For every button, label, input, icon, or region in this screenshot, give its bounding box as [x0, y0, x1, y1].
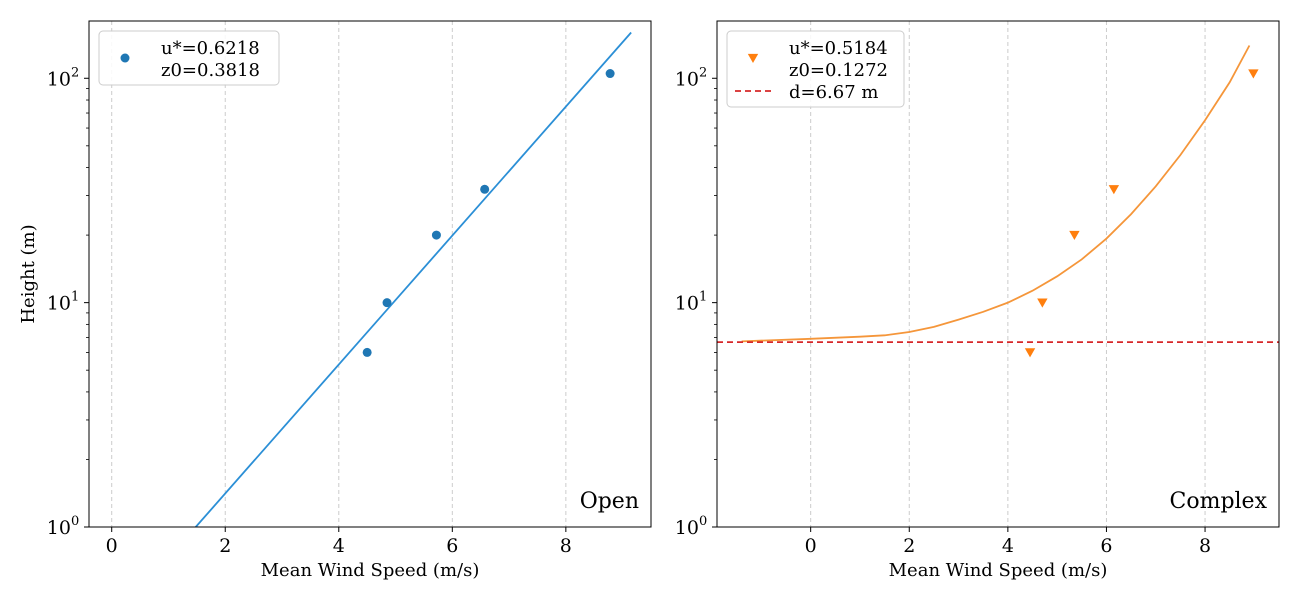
data-points [1024, 69, 1259, 358]
y-tick-label: 101 [47, 290, 79, 315]
data-point [1069, 230, 1080, 241]
data-point [605, 69, 615, 79]
y-tick-label: 100 [47, 514, 79, 539]
data-point [1037, 298, 1048, 308]
data-points [362, 69, 615, 357]
data-point [480, 184, 490, 194]
x-tick-label: 8 [560, 535, 572, 557]
y-tick-label: 102 [675, 65, 707, 90]
x-axis-label: Mean Wind Speed (m/s) [889, 560, 1108, 581]
legend-marker [120, 53, 130, 63]
x-ticks: 0 2 4 6 8 [805, 527, 1211, 557]
data-point [382, 298, 392, 308]
fit-series [717, 45, 1279, 343]
x-tick-label: 0 [805, 535, 817, 557]
plot-frame [88, 20, 652, 528]
legend-box [98, 30, 280, 86]
y-axis-label: Height (m) [18, 224, 39, 323]
legend-entry-text: u*=0.6218 [161, 38, 260, 59]
x-tick-label: 0 [106, 535, 118, 557]
data-point [1024, 348, 1036, 358]
chart-panel-open: 0 2 4 6 8 100 101 102 Mean Wind Speed (m/s) He… [18, 20, 652, 581]
y-ticks: 100 101 102 [675, 65, 717, 539]
y-ticks: 100 101 102 [47, 65, 89, 539]
fit-series [195, 31, 632, 527]
fit-line [195, 31, 632, 527]
y-tick-label: 102 [47, 65, 79, 90]
chart-panel-complex: 0 2 4 6 8 100 101 102 Mean Wind Speed (m/s) Co… [675, 20, 1280, 581]
y-tick-label: 100 [675, 514, 707, 539]
legend-entry-text: z0=0.3818 [161, 60, 260, 81]
x-tick-label: 6 [1100, 535, 1112, 557]
x-tick-label: 4 [1002, 535, 1014, 557]
data-point [1108, 185, 1120, 195]
fit-line [741, 45, 1251, 343]
x-tick-label: 2 [219, 535, 231, 557]
panel-label: Open [580, 489, 639, 514]
x-tick-label: 8 [1199, 535, 1211, 557]
y-tick-label: 101 [675, 290, 707, 315]
x-ticks: 0 2 4 6 8 [106, 527, 572, 557]
legend-marker [747, 53, 759, 63]
data-point [1248, 69, 1259, 79]
panel-label: Complex [1170, 489, 1268, 514]
x-tick-label: 4 [333, 535, 345, 557]
data-point [362, 347, 372, 357]
legend-entry-text: d=6.67 m [789, 82, 878, 103]
legend-entry-text: z0=0.1272 [789, 60, 888, 81]
legend-box [726, 30, 905, 108]
plot-frame [716, 20, 1280, 528]
legend-entry-text: u*=0.5184 [789, 38, 888, 59]
x-grid-lines [111, 21, 567, 527]
x-axis-label: Mean Wind Speed (m/s) [261, 560, 480, 581]
data-point [431, 230, 441, 240]
x-tick-label: 6 [446, 535, 458, 557]
x-tick-label: 2 [903, 535, 915, 557]
